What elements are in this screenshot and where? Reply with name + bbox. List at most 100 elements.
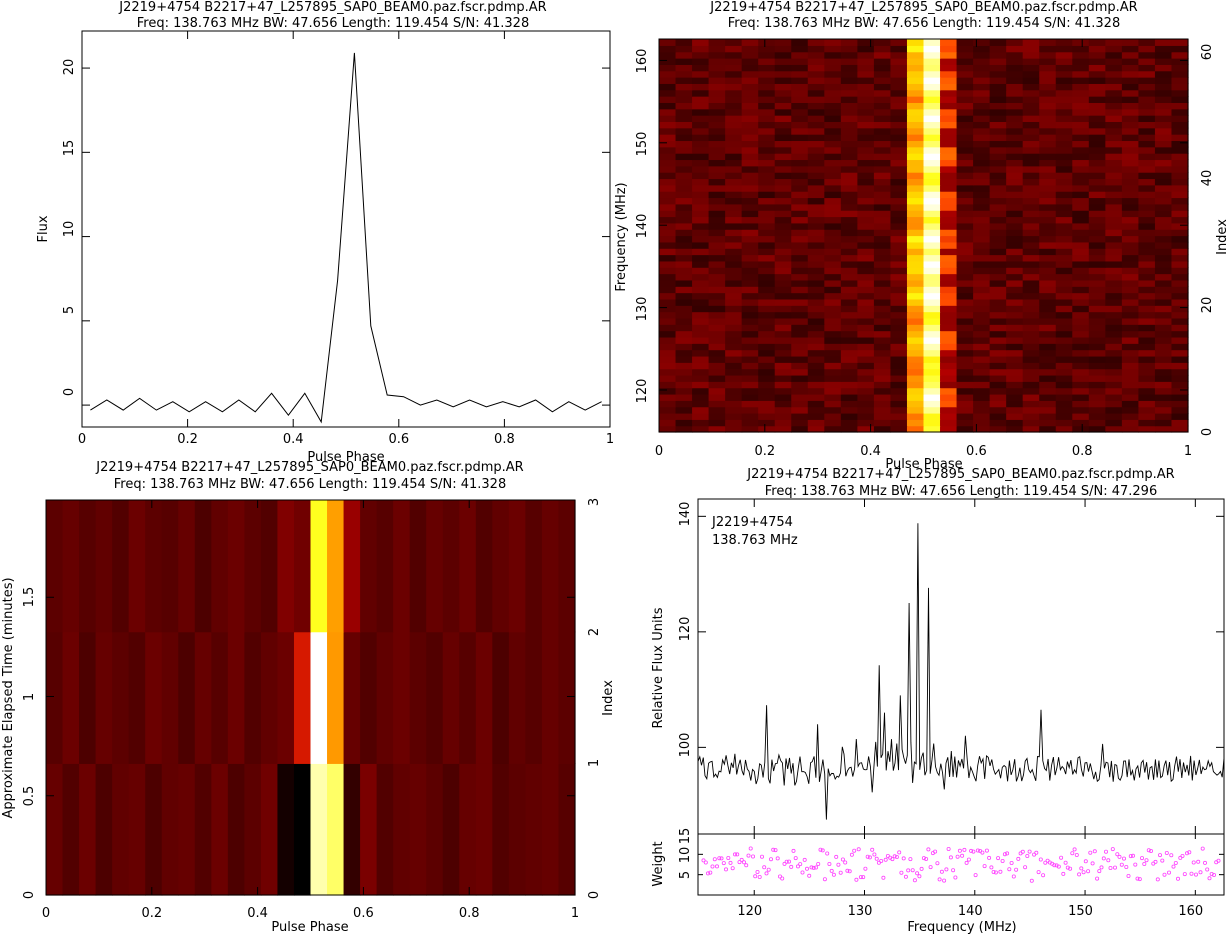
- heatmap-cell: [758, 108, 776, 116]
- heatmap-cell: [857, 343, 875, 351]
- heatmap-cell: [956, 273, 974, 281]
- heatmap-cell: [989, 425, 1007, 433]
- heatmap-cell: [824, 381, 842, 389]
- heatmap-cell: [758, 102, 776, 110]
- heatmap-cell: [890, 96, 908, 103]
- heatmap-cell: [807, 172, 825, 180]
- weight-marker: [1072, 847, 1077, 852]
- heatmap-cell: [923, 330, 941, 338]
- heatmap-cell: [840, 393, 858, 401]
- heatmap-cell: [873, 317, 892, 325]
- weight-marker: [796, 864, 801, 869]
- heatmap-cell: [840, 222, 858, 230]
- heatmap-cell: [1171, 362, 1189, 370]
- heatmap-cell: [741, 222, 759, 230]
- weight-marker: [1099, 865, 1104, 870]
- heatmap-cell: [923, 115, 941, 122]
- weight-marker: [1144, 858, 1149, 863]
- heatmap-cell: [1088, 210, 1106, 218]
- heatmap-cell: [923, 311, 941, 319]
- heatmap-cell: [857, 248, 875, 256]
- weight-marker: [1209, 872, 1214, 877]
- heatmap-cell: [112, 631, 130, 764]
- weight-marker: [984, 848, 989, 853]
- heatmap-cell: [873, 298, 892, 306]
- heatmap-cell: [1121, 362, 1140, 370]
- heatmap-cell: [890, 324, 908, 332]
- right-tick-label: 2: [587, 628, 602, 636]
- x-tick-label: 0.2: [177, 432, 198, 447]
- heatmap-cell: [873, 222, 892, 230]
- heatmap-cell: [1055, 108, 1073, 116]
- heatmap-cell: [1022, 153, 1040, 161]
- weight-marker: [1090, 861, 1095, 866]
- heatmap-cell: [906, 45, 925, 53]
- heatmap-cell: [1072, 355, 1090, 363]
- heatmap-cell: [989, 336, 1007, 344]
- heatmap-cell: [1088, 127, 1106, 135]
- heatmap-cell: [1171, 172, 1189, 180]
- heatmap-cell: [791, 229, 809, 237]
- heatmap-cell: [791, 134, 809, 142]
- heatmap-cell: [708, 127, 726, 135]
- heatmap-cell: [659, 102, 677, 110]
- heatmap-cell: [973, 178, 991, 186]
- heatmap-cell: [1039, 216, 1057, 224]
- heatmap-cell: [1121, 83, 1140, 91]
- heatmap-cell: [1072, 64, 1090, 72]
- heatmap-cell: [1039, 419, 1057, 427]
- weight-marker: [1014, 867, 1019, 872]
- heatmap-cell: [906, 39, 925, 46]
- weight-marker: [937, 877, 942, 882]
- profile-subtitle: Freq: 138.763 MHz BW: 47.656 Length: 119…: [137, 16, 529, 31]
- heatmap-cell: [1121, 58, 1140, 65]
- heatmap-cell: [989, 121, 1007, 129]
- heatmap-cell: [692, 51, 710, 59]
- heatmap-cell: [659, 286, 677, 294]
- heatmap-cell: [906, 393, 925, 401]
- heatmap-cell: [675, 425, 693, 433]
- heatmap-cell: [840, 70, 858, 78]
- heatmap-cell: [1121, 400, 1140, 408]
- heatmap-cell: [1055, 58, 1073, 65]
- heatmap-cell: [824, 89, 842, 97]
- heatmap-cell: [741, 102, 759, 110]
- weight-marker: [1128, 854, 1133, 859]
- weight-marker: [1092, 849, 1097, 854]
- heatmap-cell: [824, 216, 842, 224]
- heatmap-cell: [1022, 406, 1040, 414]
- heatmap-cell: [906, 286, 925, 294]
- heatmap-cell: [1006, 235, 1024, 243]
- heatmap-cell: [145, 500, 163, 633]
- heatmap-cell: [708, 305, 726, 313]
- weight-marker: [751, 854, 756, 859]
- heatmap-cell: [1022, 400, 1040, 408]
- heatmap-cell: [807, 146, 825, 154]
- heatmap-cell: [791, 279, 809, 287]
- heatmap-cell: [890, 115, 908, 122]
- heatmap-cell: [1039, 412, 1057, 420]
- heatmap-cell: [890, 172, 908, 180]
- heatmap-cell: [989, 406, 1007, 414]
- heatmap-cell: [1121, 172, 1140, 180]
- weight-marker: [1036, 870, 1041, 875]
- heatmap-cell: [211, 763, 229, 896]
- heatmap-cell: [659, 222, 677, 230]
- heatmap-cell: [758, 260, 776, 268]
- heatmap-cell: [1039, 305, 1057, 313]
- heatmap-cell: [857, 419, 875, 427]
- heatmap-cell: [1154, 336, 1173, 344]
- heatmap-cell: [426, 631, 444, 764]
- heatmap-cell: [807, 121, 825, 129]
- heatmap-cell: [956, 153, 974, 161]
- heatmap-cell: [906, 267, 925, 275]
- heatmap-cell: [1072, 229, 1090, 237]
- heatmap-cell: [1072, 260, 1090, 268]
- heatmap-cell: [973, 336, 991, 344]
- heatmap-cell: [708, 178, 726, 186]
- heatmap-cell: [708, 203, 726, 211]
- heatmap-cell: [741, 387, 759, 395]
- heatmap-cell: [1171, 210, 1189, 218]
- heatmap-cell: [725, 324, 743, 332]
- heatmap-cell: [659, 279, 677, 287]
